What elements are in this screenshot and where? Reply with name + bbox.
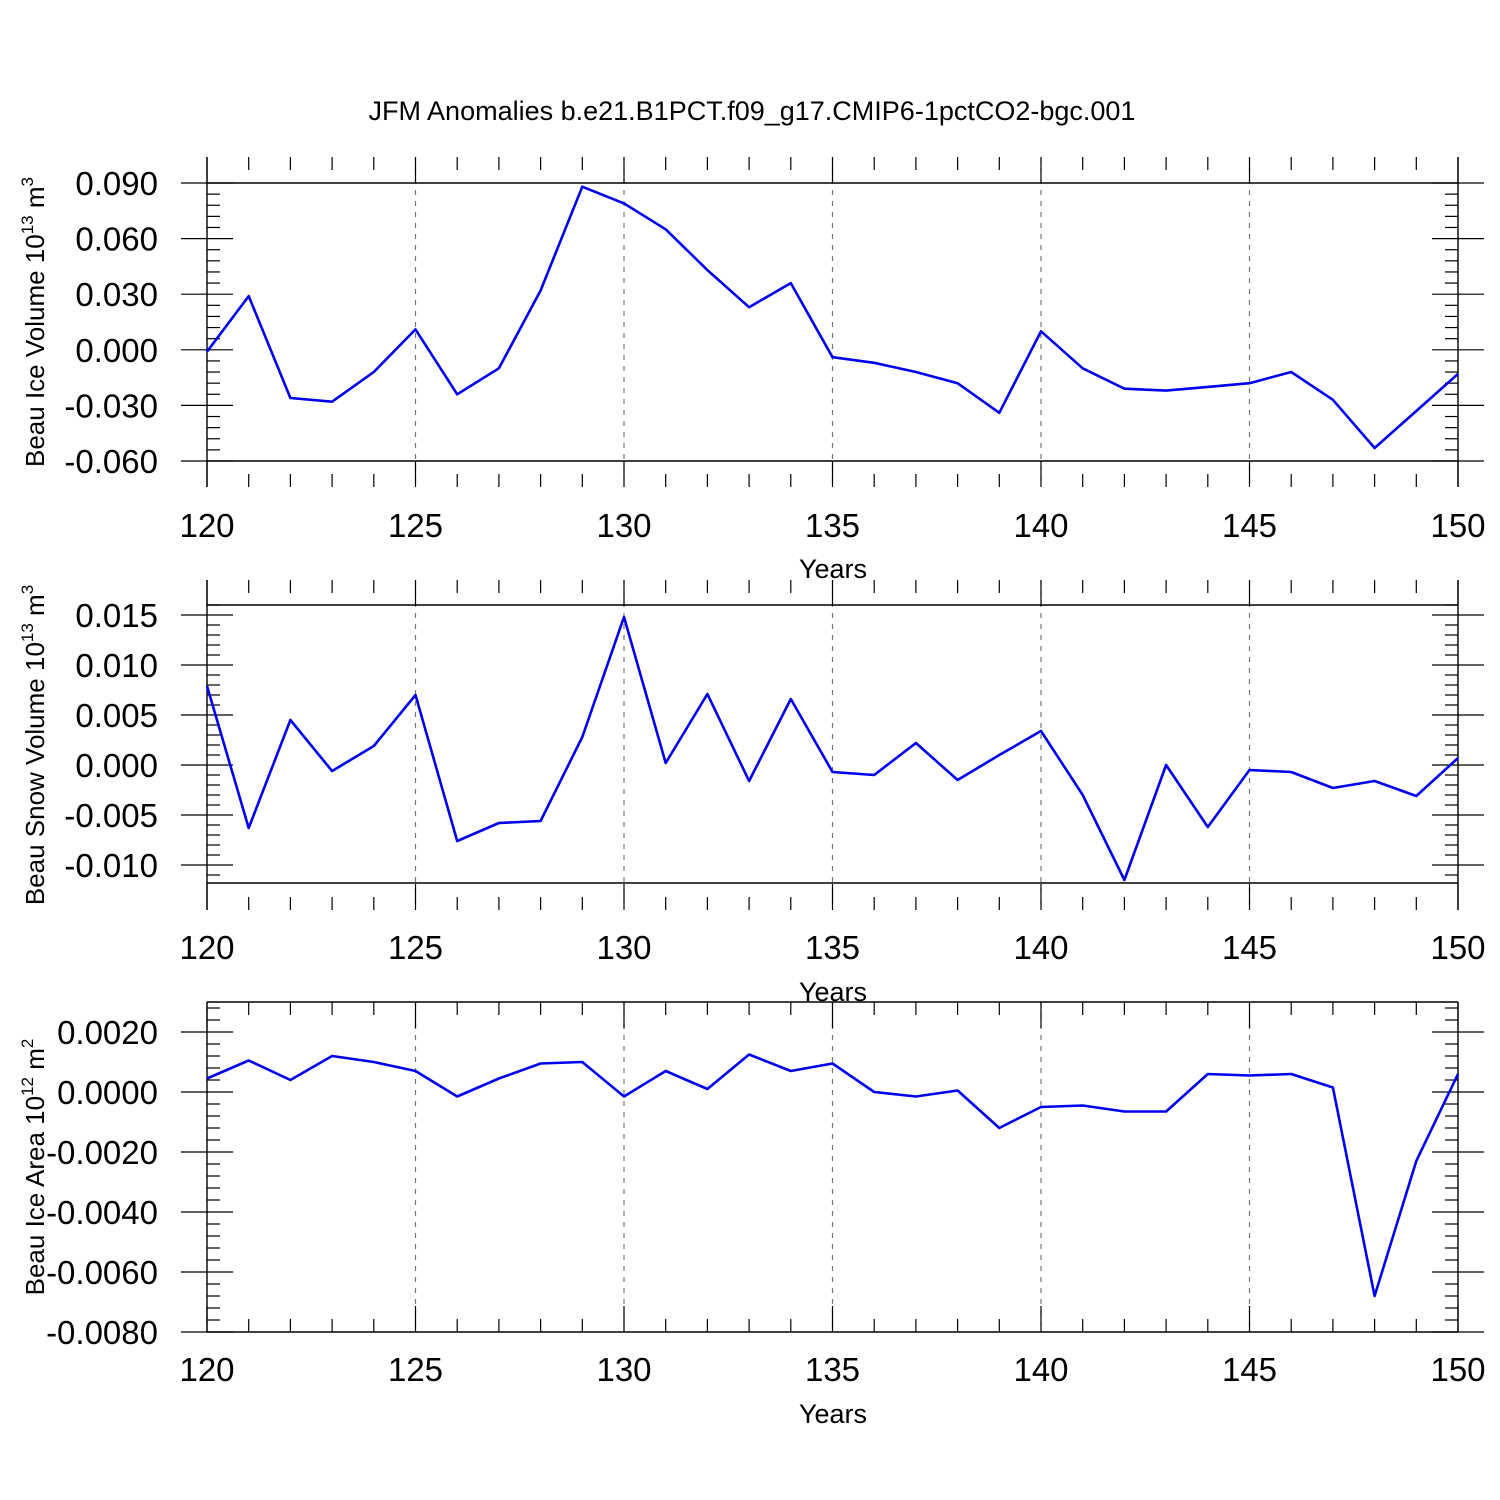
y-tick-label: -0.005 (64, 797, 158, 834)
panels: 0.090 0.060 0.030 0.000 -0.030 -0.060 120 125 13… (18, 157, 1486, 1429)
y-tick-label: 0.000 (75, 747, 158, 784)
y-axis-label: Beau Snow Volume 1013 m3 (18, 585, 50, 905)
x-tick-label: 130 (596, 507, 651, 544)
x-tick-label: 125 (388, 1351, 443, 1388)
x-axis-label: Years (799, 554, 867, 584)
y-tick-label: 0.010 (75, 647, 158, 684)
series-line-1 (205, 185, 1459, 450)
x-tick-label: 145 (1222, 507, 1277, 544)
x-tick-label: 150 (1430, 1351, 1485, 1388)
y-tick-label: -0.0040 (46, 1194, 158, 1231)
y-axis-label: Beau Ice Volume 1013 m3 (18, 177, 50, 467)
y-tick-label: -0.0080 (46, 1314, 158, 1351)
x-tick-label: 150 (1430, 507, 1485, 544)
x-tick-label: 150 (1430, 929, 1485, 966)
x-axis-label: Years (799, 1399, 867, 1429)
panel-1: 0.090 0.060 0.030 0.000 -0.030 -0.060 120 125 13… (18, 157, 1486, 584)
figure-title: JFM Anomalies b.e21.B1PCT.f09_g17.CMIP6-… (369, 96, 1136, 126)
x-tick-label: 135 (805, 929, 860, 966)
y-tick-label: -0.010 (64, 847, 158, 884)
x-tick-label: 120 (179, 929, 234, 966)
x-tick-label: 125 (388, 507, 443, 544)
x-tick-label: 140 (1013, 1351, 1068, 1388)
y-axis-label: Beau Ice Area 1012 m2 (18, 1039, 50, 1296)
x-tick-label: 135 (805, 1351, 860, 1388)
y-tick-label: 0.015 (75, 597, 158, 634)
panel-2: 0.015 0.010 0.005 0.000 -0.005 -0.010 120 125 13… (18, 580, 1486, 1007)
y-tick-label: -0.0020 (46, 1134, 158, 1171)
x-tick-label: 145 (1222, 929, 1277, 966)
x-tick-label: 140 (1013, 507, 1068, 544)
x-tick-label: 120 (179, 507, 234, 544)
x-tick-label: 120 (179, 1351, 234, 1388)
x-tick-label: 140 (1013, 929, 1068, 966)
y-tick-label: 0.030 (75, 276, 158, 313)
y-tick-label: 0.060 (75, 221, 158, 258)
x-tick-label: 135 (805, 507, 860, 544)
series-line-1 (205, 615, 1459, 882)
y-tick-label: 0.0000 (57, 1074, 158, 1111)
series-line-1 (206, 1053, 1460, 1298)
x-tick-label: 130 (596, 929, 651, 966)
y-tick-label: -0.060 (64, 443, 158, 480)
x-tick-label: 130 (596, 1351, 651, 1388)
y-tick-label: 0.090 (75, 165, 158, 202)
x-tick-label: 125 (388, 929, 443, 966)
panel-3: 0.0020 0.0000 -0.0020 -0.0040 -0.0060 -0.0080… (18, 1001, 1486, 1429)
y-tick-label: 0.0020 (57, 1014, 158, 1051)
y-tick-label: -0.030 (64, 387, 158, 424)
y-tick-label: 0.005 (75, 697, 158, 734)
y-tick-label: -0.0060 (46, 1254, 158, 1291)
y-tick-label: 0.000 (75, 332, 158, 369)
x-tick-label: 145 (1222, 1351, 1277, 1388)
